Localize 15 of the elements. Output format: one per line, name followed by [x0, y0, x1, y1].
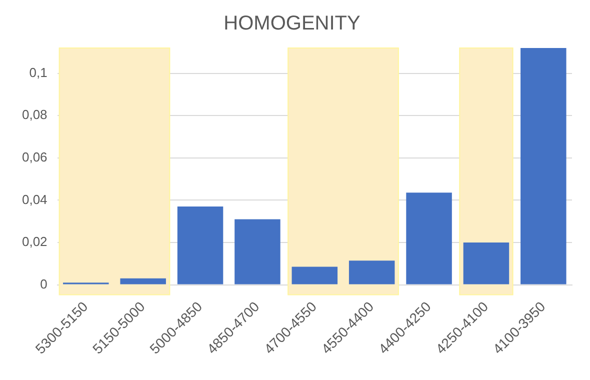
y-tick-label: 0,1: [29, 64, 48, 80]
y-tick-label: 0: [40, 276, 48, 292]
y-tick-label: 0,02: [22, 234, 48, 250]
bar: [120, 278, 166, 284]
y-tick-label: 0,04: [22, 192, 48, 207]
bar: [234, 219, 280, 284]
bar: [292, 266, 338, 284]
bar: [406, 192, 452, 284]
y-tick-label: 0,08: [22, 107, 48, 122]
y-tick-label: 0,06: [22, 150, 48, 165]
bar: [463, 242, 510, 284]
chart-title: HOMOGENITY: [224, 12, 360, 35]
bar: [348, 260, 395, 284]
bar: [177, 206, 224, 284]
bar: [520, 48, 566, 284]
